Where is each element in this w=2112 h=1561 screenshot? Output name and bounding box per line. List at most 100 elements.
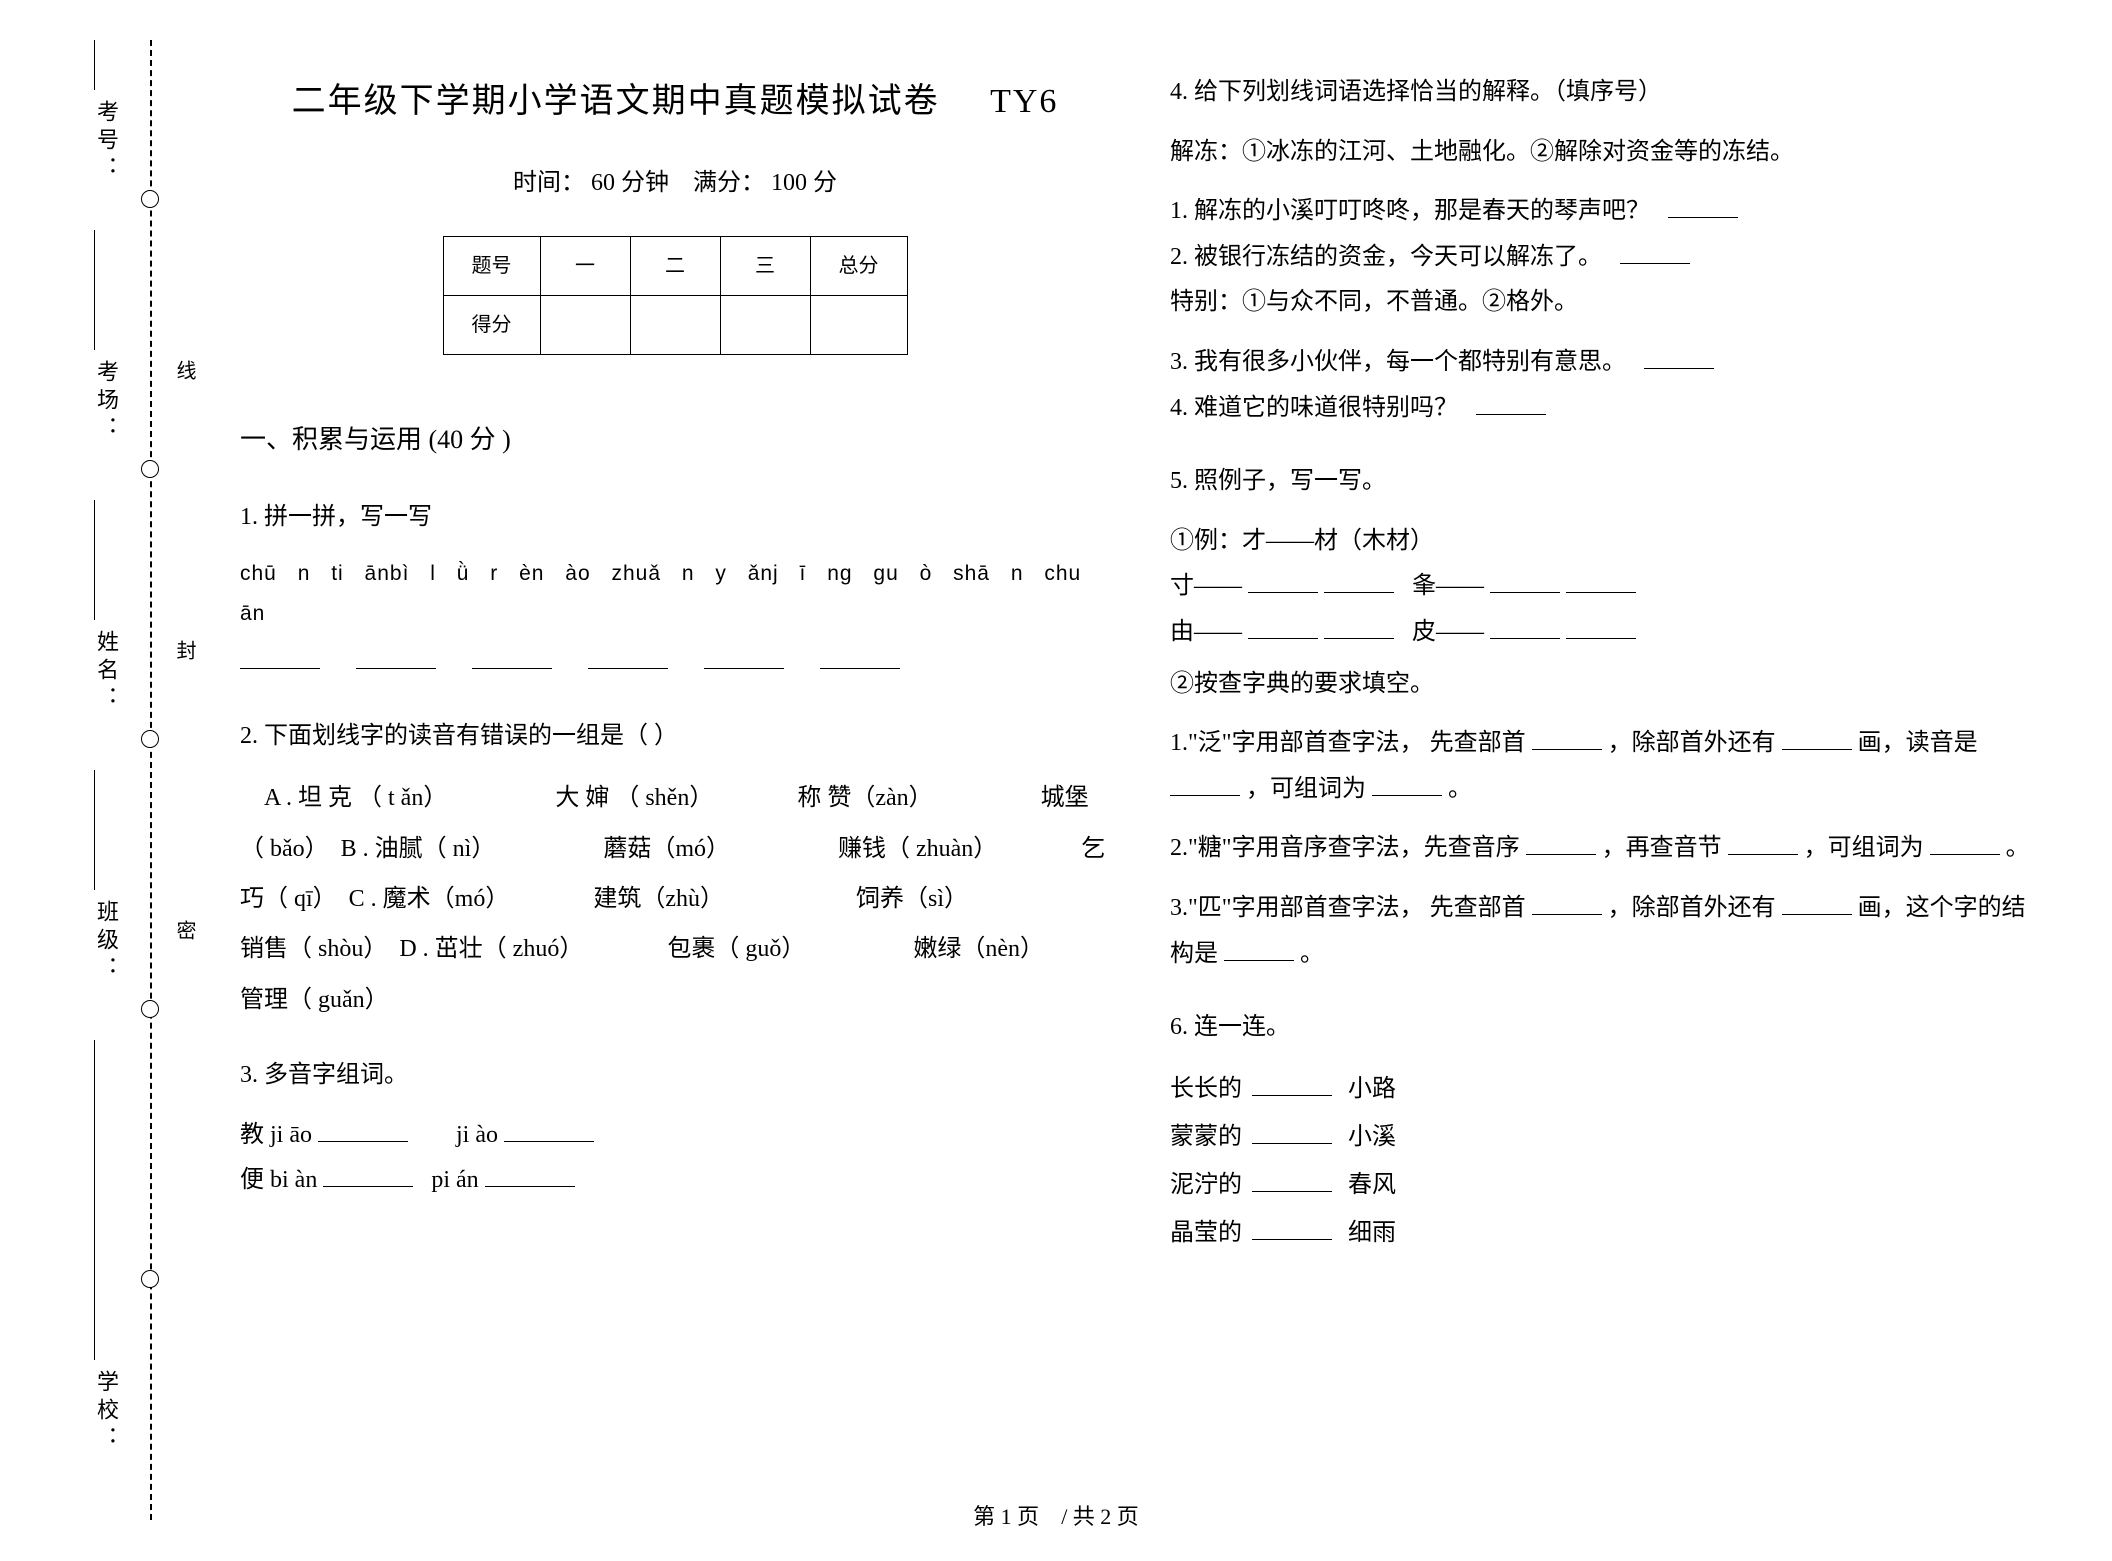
q5-d3a: 3."匹"字用部首查字法， 先查部首: [1170, 895, 1526, 921]
blank: [318, 1124, 408, 1142]
q5-d1c: 画，读音是: [1858, 730, 1978, 756]
blank: [1782, 732, 1852, 750]
blank: [1324, 575, 1394, 593]
q5-title: 5. 照例子，写一写。: [1170, 459, 2040, 505]
q6-left: 蒙蒙的: [1170, 1124, 1242, 1150]
binding-circle: [141, 730, 159, 748]
q5-d1: 1."泛"字用部首查字法， 先查部首 ，除部首外还有 画，读音是 ，可组词为 。: [1170, 721, 2040, 812]
q4-s1: 1. 解冻的小溪叮叮咚咚，那是春天的琴声吧？: [1170, 198, 1650, 224]
exam-title-text: 二年级下学期小学语文期中真题模拟试卷: [292, 83, 940, 120]
th-2: 二: [630, 237, 720, 296]
full-value: 100 分: [771, 170, 837, 196]
q5-d2a: 2."糖"字用音序查字法，先查音序: [1170, 835, 1520, 861]
blank: [588, 651, 668, 669]
binding-dashed-line: [150, 40, 152, 1520]
binding-marker-feng: 封: [170, 640, 199, 674]
q1-blanks: [240, 640, 1110, 686]
td-label: 得分: [443, 296, 540, 355]
main-content: 二年级下学期小学语文期中真题模拟试卷 TY6 时间： 60 分钟 满分： 100…: [240, 70, 2060, 1430]
q6-right: 小溪: [1348, 1124, 1396, 1150]
binding-label-room: 考场：: [90, 360, 122, 444]
blank: [1782, 897, 1852, 915]
time-value: 60 分钟: [591, 170, 669, 196]
column-right: 4. 给下列划线词语选择恰当的解释。（填序号） 解冻：①冰冻的江河、土地融化。②…: [1170, 70, 2040, 1430]
q5-d3: 3."匹"字用部首查字法， 先查部首 ，除部首外还有 画，这个字的结构是 。: [1170, 886, 2040, 977]
blank: [1668, 200, 1738, 218]
binding-circle: [141, 460, 159, 478]
footer-page-b: / 共 2 页: [1061, 1504, 1139, 1529]
binding-label-class: 班级：: [90, 900, 122, 984]
blank: [1324, 621, 1394, 639]
q5-d1d: ，可组词为: [1246, 776, 1366, 802]
q6-left: 长长的: [1170, 1076, 1242, 1102]
q5-d3d: 。: [1300, 941, 1324, 967]
binding-label-examno: 考号：: [90, 100, 122, 184]
q6-right: 小路: [1348, 1076, 1396, 1102]
q4-s2-row: 2. 被银行冻结的资金，今天可以解冻了。: [1170, 235, 2040, 281]
q1-pinyin: chū n ti ānbì l ǜ r èn ào zhuǎ n y ǎnj ī…: [240, 554, 1110, 634]
blank: [1490, 575, 1560, 593]
binding-gutter: 考号： 考场： 姓名： 班级： 学校： 线 封 密: [40, 40, 200, 1520]
full-label: 满分：: [693, 170, 765, 196]
exam-subtitle: 时间： 60 分钟 满分： 100 分: [240, 161, 1110, 207]
q4-s4: 4. 难道它的味道很特别吗？: [1170, 395, 1458, 421]
column-left: 二年级下学期小学语文期中真题模拟试卷 TY6 时间： 60 分钟 满分： 100…: [240, 70, 1110, 1430]
page-footer: 第 1 页 / 共 2 页: [0, 1499, 2112, 1531]
th-1: 一: [540, 237, 630, 296]
q6-row: 蒙蒙的 小溪: [1170, 1113, 2040, 1161]
blank: [1620, 246, 1690, 264]
q6-row: 晶莹的 细雨: [1170, 1209, 2040, 1257]
binding-field-line: [94, 500, 95, 620]
th-label: 题号: [443, 237, 540, 296]
blank: [472, 651, 552, 669]
question-5: 5. 照例子，写一写。 ①例：才——材（木材） 寸—— 夆—— 由—— 皮——: [1170, 459, 2040, 977]
question-6: 6. 连一连。 长长的 小路 蒙蒙的 小溪 泥泞的 春风 晶莹的 细雨: [1170, 1005, 2040, 1257]
q6-row: 长长的 小路: [1170, 1065, 2040, 1113]
table-row: 题号 一 二 三 总分: [443, 237, 907, 296]
binding-circle: [141, 1270, 159, 1288]
blank: [1644, 351, 1714, 369]
blank: [1566, 575, 1636, 593]
q2-title: 2. 下面划线字的读音有错误的一组是（ ）: [240, 714, 1110, 760]
blank: [820, 651, 900, 669]
q4-s3-row: 3. 我有很多小伙伴，每一个都特别有意思。: [1170, 340, 2040, 386]
q6-left: 泥泞的: [1170, 1172, 1242, 1198]
q5-sub: ②按查字典的要求填空。: [1170, 662, 2040, 708]
q5-d2: 2."糖"字用音序查字法，先查音序 ，再查音节 ，可组词为 。: [1170, 826, 2040, 872]
q2-body: A . 坦 克 （ t ǎn） 大 婶 （ shěn） 称 赞（zàn） 城堡（…: [240, 773, 1110, 1025]
q5-d3b: ，除部首外还有: [1608, 895, 1776, 921]
q3-line1a: 教 ji āo: [240, 1122, 312, 1148]
q1-title: 1. 拼一拼，写一写: [240, 495, 1110, 541]
question-1: 1. 拼一拼，写一写 chū n ti ānbì l ǜ r èn ào zhu…: [240, 495, 1110, 686]
score-table: 题号 一 二 三 总分 得分: [443, 236, 908, 355]
q4-s3: 3. 我有很多小伙伴，每一个都特别有意思。: [1170, 349, 1626, 375]
footer-page-a: 第 1 页: [973, 1504, 1039, 1529]
q5-l1a: 寸——: [1170, 573, 1242, 599]
q5-line1: 寸—— 夆——: [1170, 564, 2040, 610]
binding-label-name: 姓名：: [90, 630, 122, 714]
th-total: 总分: [810, 237, 907, 296]
q6-left: 晶莹的: [1170, 1220, 1242, 1246]
blank: [504, 1124, 594, 1142]
q4-def2: 特别：①与众不同，不普通。②格外。: [1170, 280, 2040, 326]
blank: [704, 651, 784, 669]
q4-s1-row: 1. 解冻的小溪叮叮咚咚，那是春天的琴声吧？: [1170, 189, 2040, 235]
q6-row: 泥泞的 春风: [1170, 1161, 2040, 1209]
q5-line2: 由—— 皮——: [1170, 610, 2040, 656]
binding-marker-mi: 密: [170, 920, 199, 954]
q4-s2: 2. 被银行冻结的资金，今天可以解冻了。: [1170, 244, 1602, 270]
q5-example: ①例：才——材（木材）: [1170, 519, 2040, 565]
blank: [1252, 1174, 1332, 1192]
q5-l2a: 由——: [1170, 619, 1242, 645]
blank: [1728, 837, 1798, 855]
q6-right: 春风: [1348, 1172, 1396, 1198]
exam-title: 二年级下学期小学语文期中真题模拟试卷 TY6: [240, 70, 1110, 135]
q4-s4-row: 4. 难道它的味道很特别吗？: [1170, 386, 2040, 432]
td-blank: [630, 296, 720, 355]
q5-l2b: 皮——: [1412, 619, 1484, 645]
q5-d2b: ，再查音节: [1602, 835, 1722, 861]
blank: [1248, 575, 1318, 593]
q3-line2b: pi án: [431, 1167, 478, 1193]
blank: [1252, 1126, 1332, 1144]
q3-line2: 便 bi àn pi án: [240, 1158, 1110, 1204]
